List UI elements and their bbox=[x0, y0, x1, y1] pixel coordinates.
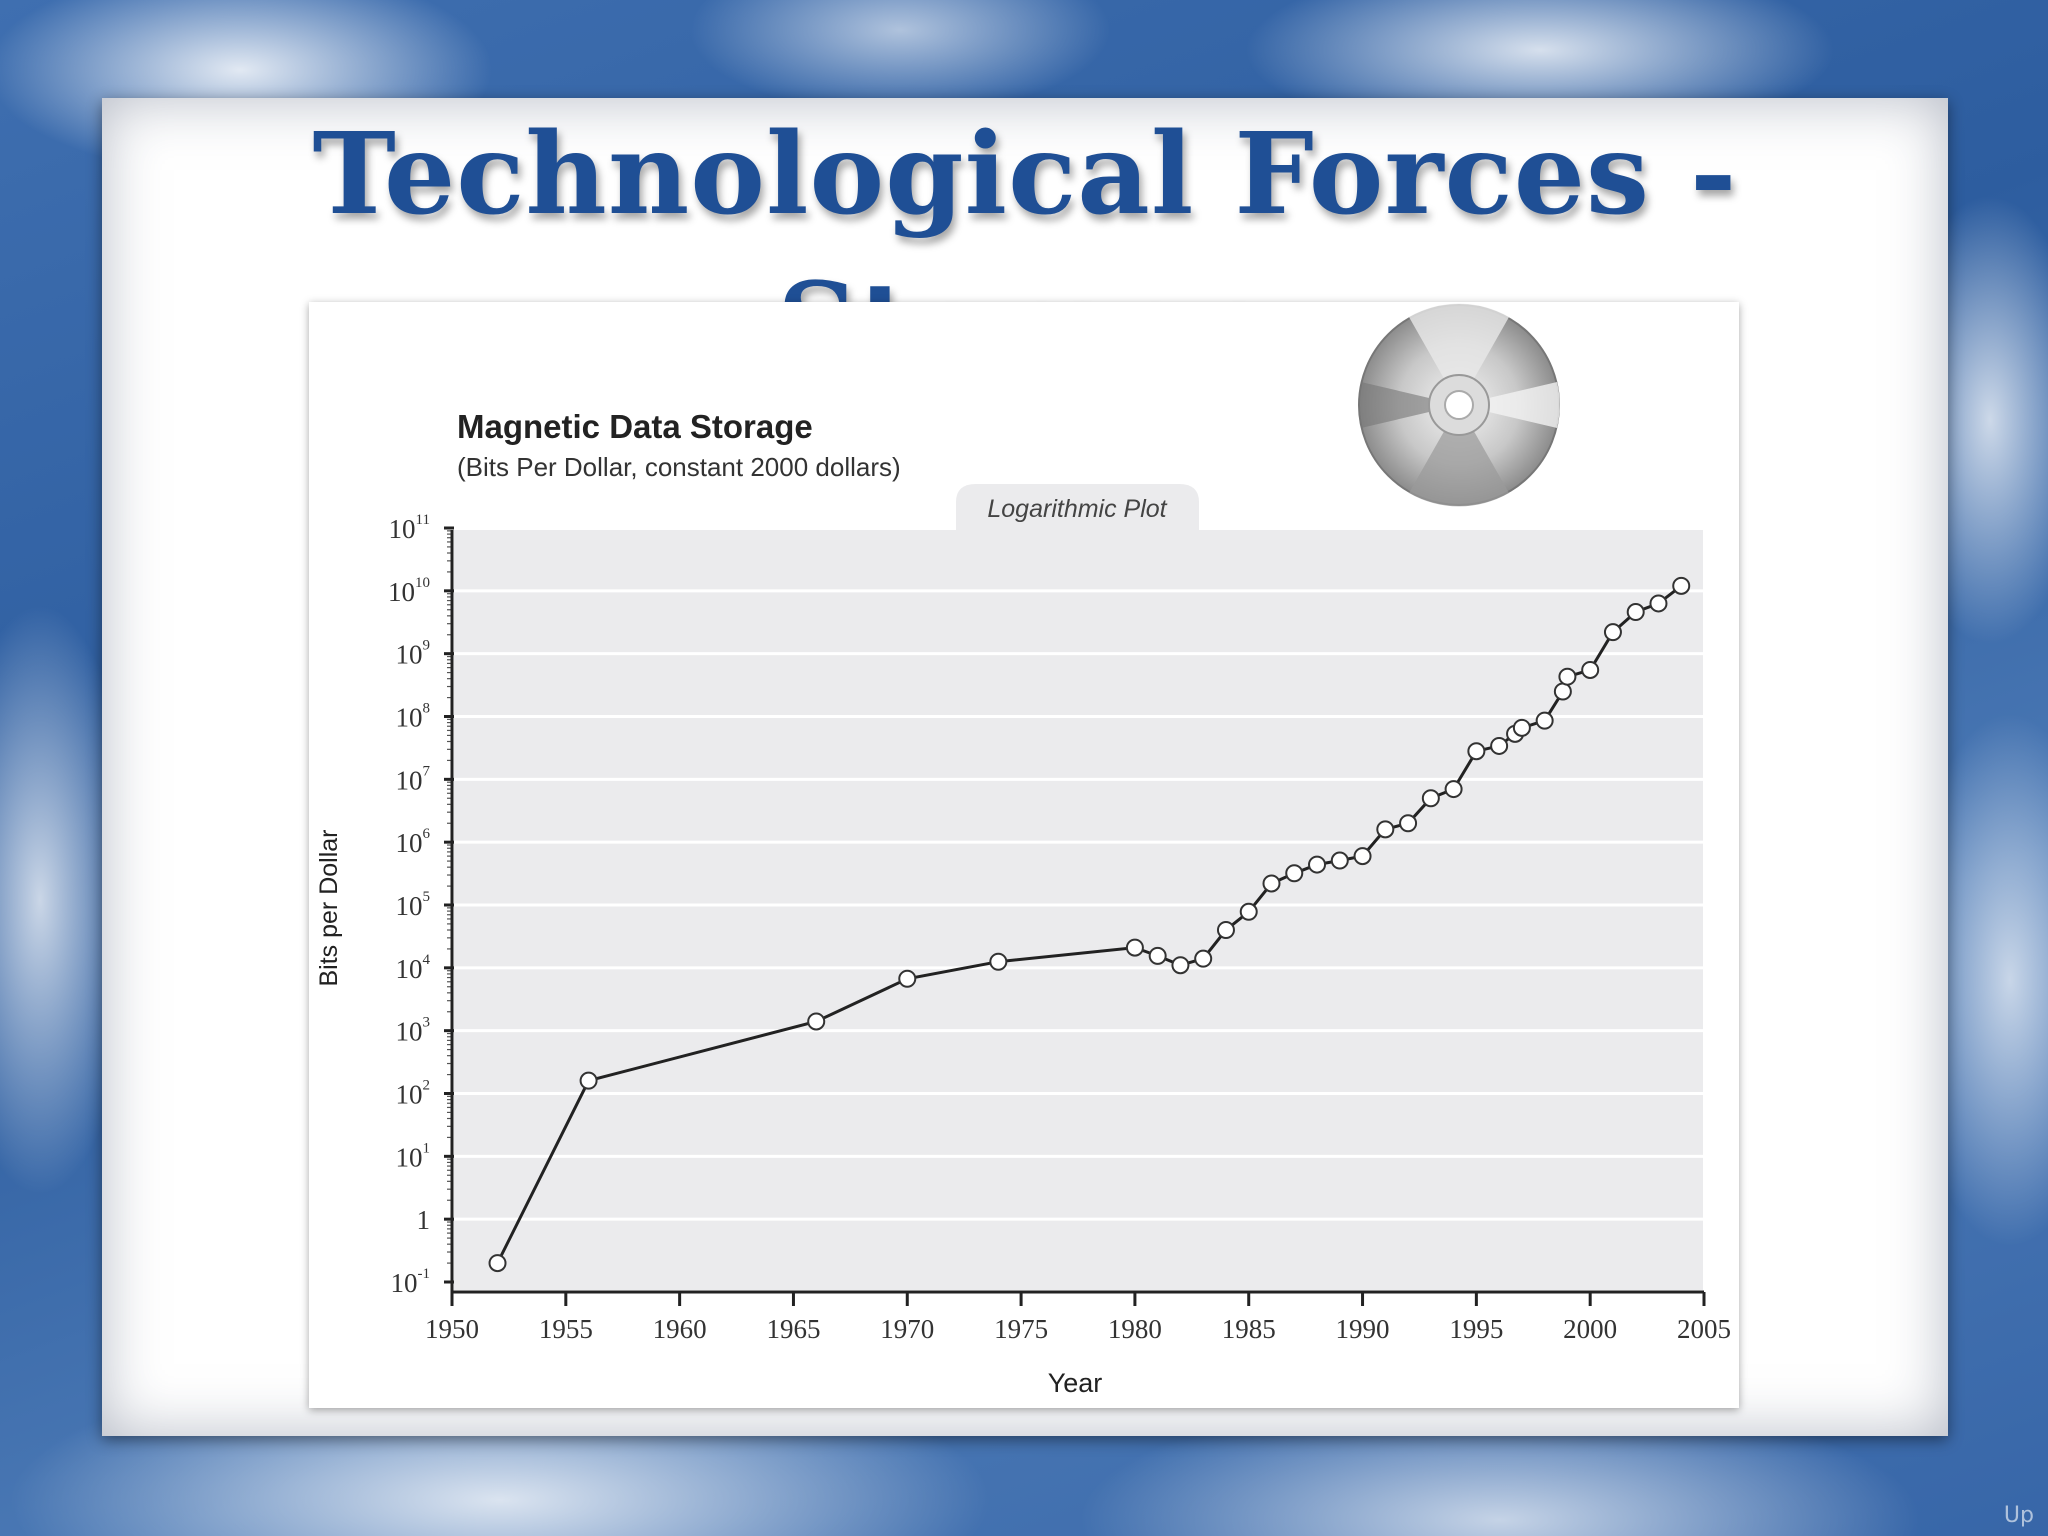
up-nav-link[interactable]: Up bbox=[2003, 1503, 2034, 1528]
x-tick-label: 1960 bbox=[653, 1314, 707, 1344]
data-point bbox=[1353, 847, 1372, 866]
data-point bbox=[1399, 814, 1418, 833]
data-point bbox=[488, 1254, 507, 1273]
data-point bbox=[1239, 902, 1258, 921]
data-point bbox=[1216, 921, 1235, 940]
y-tick-exponent: 3 bbox=[423, 1015, 431, 1031]
data-point bbox=[1553, 682, 1572, 701]
x-tick-label: 1965 bbox=[766, 1314, 820, 1344]
y-tick-exponent: 9 bbox=[423, 638, 431, 654]
data-point bbox=[1285, 864, 1304, 883]
y-tick-label: 1010 bbox=[388, 575, 430, 607]
data-point bbox=[1125, 938, 1144, 957]
y-tick-label: 108 bbox=[396, 701, 431, 733]
slide-title: Technological Forces - Storage bbox=[312, 109, 1738, 390]
data-point bbox=[1194, 949, 1213, 968]
y-tick-exponent: 6 bbox=[423, 826, 431, 842]
chart-panel: Magnetic Data Storage (Bits Per Dollar, … bbox=[309, 302, 1739, 1408]
x-tick-label: 1975 bbox=[994, 1314, 1048, 1344]
x-tick-label: 1985 bbox=[1222, 1314, 1276, 1344]
y-tick-exponent: 2 bbox=[423, 1078, 431, 1094]
data-point bbox=[1444, 780, 1463, 799]
y-tick-label: 102 bbox=[396, 1078, 431, 1110]
y-tick-label: 10-1 bbox=[391, 1266, 431, 1298]
logarithmic-plot-tab: Logarithmic Plot bbox=[956, 484, 1199, 530]
data-point bbox=[1467, 742, 1486, 761]
x-tick-label: 1955 bbox=[539, 1314, 593, 1344]
y-tick-exponent: 5 bbox=[423, 889, 431, 905]
data-point bbox=[898, 969, 917, 988]
magnetic-storage-chart: Magnetic Data Storage (Bits Per Dollar, … bbox=[315, 303, 1731, 1398]
y-tick-exponent: -1 bbox=[418, 1266, 431, 1282]
data-point bbox=[1649, 594, 1668, 613]
chart-subtitle: (Bits Per Dollar, constant 2000 dollars) bbox=[457, 452, 901, 482]
x-axis-label: Year bbox=[1048, 1368, 1103, 1398]
x-tick-label: 1950 bbox=[425, 1314, 479, 1344]
data-point bbox=[1512, 718, 1531, 737]
y-tick-label: 101 bbox=[396, 1140, 431, 1172]
x-tick-label: 2000 bbox=[1563, 1314, 1617, 1344]
x-tick-label: 1995 bbox=[1449, 1314, 1503, 1344]
data-point bbox=[1262, 874, 1281, 893]
data-point bbox=[579, 1071, 598, 1090]
data-point bbox=[1171, 956, 1190, 975]
y-tick-exponent: 4 bbox=[423, 952, 431, 968]
data-point bbox=[1330, 851, 1349, 870]
data-point bbox=[1376, 820, 1395, 839]
x-tick-label: 2005 bbox=[1677, 1314, 1731, 1344]
y-tick-label: 107 bbox=[396, 763, 431, 795]
data-point bbox=[1626, 603, 1645, 622]
data-point bbox=[1672, 576, 1691, 595]
y-tick-label: 106 bbox=[396, 826, 431, 858]
y-tick-label: 104 bbox=[396, 952, 431, 984]
y-tick-label: 1 bbox=[417, 1205, 431, 1235]
x-tick-label: 1970 bbox=[880, 1314, 934, 1344]
x-tick-label: 1990 bbox=[1336, 1314, 1390, 1344]
chart-title: Magnetic Data Storage bbox=[457, 408, 813, 445]
data-point bbox=[1421, 789, 1440, 808]
data-point bbox=[1535, 711, 1554, 730]
plot-background bbox=[454, 530, 1703, 1290]
y-tick-exponent: 10 bbox=[415, 575, 430, 591]
y-tick-label: 109 bbox=[396, 638, 431, 670]
y-tick-exponent: 11 bbox=[416, 512, 430, 528]
y-tick-exponent: 8 bbox=[423, 701, 431, 717]
y-tick-label: 105 bbox=[396, 889, 431, 921]
cd-icon bbox=[1358, 303, 1560, 507]
data-point bbox=[989, 952, 1008, 971]
y-tick-exponent: 1 bbox=[423, 1140, 431, 1156]
data-point bbox=[1490, 736, 1509, 755]
data-point bbox=[1581, 660, 1600, 679]
y-tick-exponent: 7 bbox=[423, 763, 431, 779]
y-tick-label: 103 bbox=[396, 1015, 431, 1047]
logarithmic-plot-label: Logarithmic Plot bbox=[987, 495, 1167, 523]
x-tick-label: 1980 bbox=[1108, 1314, 1162, 1344]
data-point bbox=[1603, 623, 1622, 642]
data-point bbox=[1148, 946, 1167, 965]
data-point bbox=[807, 1012, 826, 1031]
y-tick-label: 1011 bbox=[389, 512, 430, 544]
y-axis-label: Bits per Dollar bbox=[315, 830, 343, 987]
data-point bbox=[1308, 855, 1327, 874]
data-point bbox=[1558, 667, 1577, 686]
